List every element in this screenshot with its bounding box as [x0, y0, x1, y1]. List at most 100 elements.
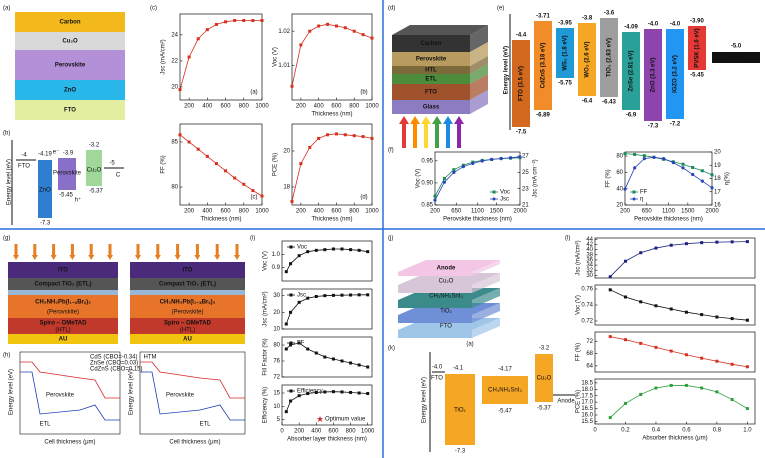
x-tick-label: 1100	[662, 209, 676, 215]
x-tick-label: 600	[328, 429, 339, 435]
label: AU	[183, 337, 192, 343]
data-point	[289, 262, 293, 266]
data-point	[654, 345, 658, 349]
label: -5	[109, 161, 115, 167]
layer	[130, 290, 245, 295]
x-tick-label: 200	[296, 104, 307, 110]
light-arrow-head	[432, 116, 442, 124]
light-arrow-head	[174, 255, 181, 260]
label: -7.2	[670, 122, 681, 128]
label: CdZnS (CBO=0.15)	[90, 367, 143, 373]
data-point	[343, 133, 347, 137]
data-point	[452, 170, 456, 174]
light-arrow-head	[214, 255, 221, 260]
y-tick-label: 0.72	[581, 319, 593, 325]
label: FTO (3.5 eV)	[519, 66, 525, 101]
data-point	[334, 24, 338, 28]
data-point	[370, 136, 374, 140]
band	[445, 374, 475, 445]
y-tick-label: 16.0	[581, 413, 593, 419]
data-point	[314, 390, 318, 394]
layer	[8, 334, 118, 344]
data-point	[323, 248, 327, 252]
x-tick-label: 800	[239, 104, 250, 110]
y-tick-label: 72	[273, 375, 280, 381]
label: h⁺	[75, 197, 82, 204]
data-point	[284, 270, 288, 274]
x-tick-label: 200	[620, 209, 631, 215]
data-point	[684, 383, 688, 387]
label: -5.47	[498, 409, 512, 415]
label: Cu₂O	[87, 168, 102, 174]
label: -4.09	[624, 25, 638, 31]
label: Perovskite	[46, 393, 75, 399]
label: Energy level (eV)	[129, 369, 135, 415]
legend-label: FF	[640, 190, 648, 196]
data-point	[608, 275, 612, 279]
x-tick-label: 0.8	[713, 428, 722, 434]
data-point	[260, 19, 264, 23]
light-arrow-head	[454, 116, 464, 124]
layer	[392, 74, 470, 84]
data-point	[623, 401, 627, 405]
y-tick-label: 80	[171, 185, 178, 191]
data-point	[623, 338, 627, 342]
light-arrow-head	[399, 116, 409, 124]
label: -5.45	[59, 193, 73, 199]
band	[600, 18, 618, 97]
data-point	[331, 390, 335, 394]
layer-top	[392, 25, 488, 35]
label: CH₃NH₃Pb(I₁₋ₓBrₓ)₃	[35, 300, 91, 306]
label: Cu₂O	[537, 376, 552, 382]
label: TiO₂	[440, 309, 452, 315]
light-arrow-head	[69, 255, 76, 260]
label: FTO	[18, 164, 30, 170]
x-tick-label: 1000	[365, 209, 379, 215]
label: -3.6	[604, 11, 615, 17]
annotation: (d)	[360, 195, 367, 201]
plot-frame	[281, 240, 373, 282]
x-tick-label: 2000	[705, 209, 719, 215]
y-tick-label: 80	[273, 343, 280, 349]
panel-label: (g)	[3, 236, 10, 242]
label: -3.9	[63, 151, 74, 157]
y-tick-label: 60	[616, 170, 623, 176]
data-point	[681, 162, 685, 166]
x-tick-label: 1000	[365, 104, 379, 110]
legend-marker	[632, 190, 636, 194]
label: ETL	[39, 422, 51, 428]
x-tick-label: 1000	[361, 429, 375, 435]
data-point	[289, 399, 293, 403]
label: -4.1	[453, 366, 464, 372]
band	[535, 354, 553, 402]
label: -3.71	[536, 14, 550, 20]
data-point	[297, 300, 301, 304]
label: ITO	[58, 268, 68, 274]
y-axis-label: Jsc (mA/cm²)	[161, 39, 167, 74]
data-point	[314, 351, 318, 355]
label: Cu₂O	[439, 279, 454, 285]
label: (a)	[466, 342, 473, 348]
x-axis-label: Perovskite thickness (nm)	[443, 217, 512, 223]
layer	[15, 12, 125, 32]
x-tick-label: 2000	[513, 209, 527, 215]
data-point	[251, 189, 255, 193]
label: C	[116, 173, 121, 179]
data-point	[349, 361, 353, 365]
data-point	[508, 156, 513, 160]
data-point	[349, 293, 353, 297]
y-tick-label: 36	[586, 258, 593, 264]
y-axis-label: Fill Factor (%)	[263, 338, 269, 375]
y-tick-label: 30	[273, 293, 280, 299]
x-tick-label: 600	[331, 104, 342, 110]
data-point	[289, 343, 293, 347]
data-point	[289, 310, 293, 314]
data-point	[361, 135, 365, 139]
label: ETL	[199, 422, 211, 428]
label: -6.4	[582, 99, 593, 105]
label: Energy level (eV)	[9, 369, 15, 415]
light-arrow-head	[107, 255, 113, 260]
layer	[130, 262, 245, 278]
annotation: Optimum value	[325, 417, 366, 423]
band	[712, 52, 760, 63]
